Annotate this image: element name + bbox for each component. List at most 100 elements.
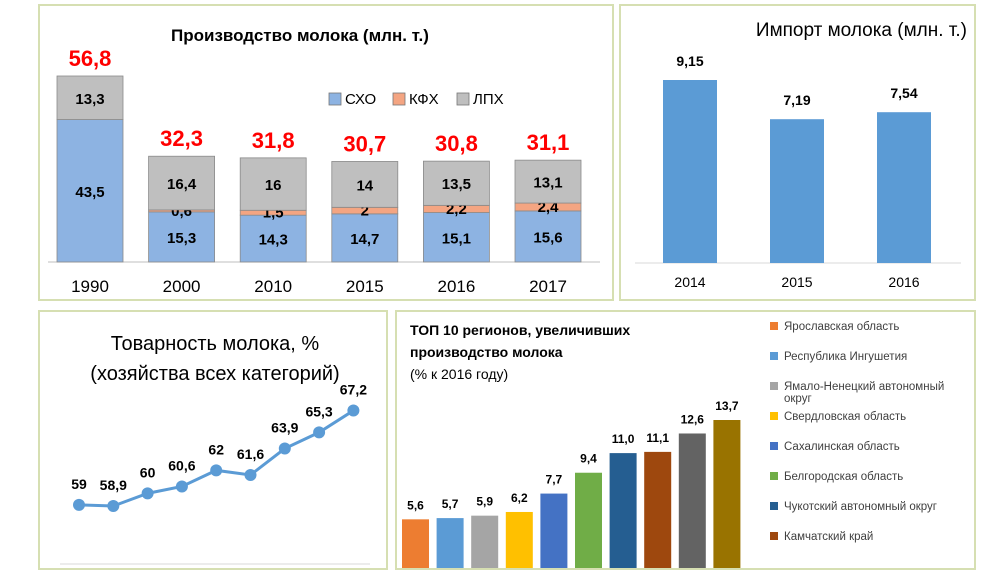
bar-label-2016-0: 15,1 xyxy=(442,230,471,247)
bar-label-2000-0: 15,3 xyxy=(167,230,196,247)
legend-swatch-3 xyxy=(770,412,778,420)
chart-title: Производство молока (млн. т.) xyxy=(171,26,429,45)
total-label-2010: 31,8 xyxy=(252,128,295,153)
bar-2014 xyxy=(663,80,717,263)
milk-production-chart-panel: Производство молока (млн. т.) СХО КФХ ЛПХ 43… xyxy=(38,4,614,301)
bar-label-0: 5,6 xyxy=(407,498,424,512)
bar-2016-2 xyxy=(422,160,490,206)
bar-region-1 xyxy=(436,518,464,568)
x-tick-2017: 2017 xyxy=(529,277,567,296)
total-label-2017: 31,1 xyxy=(527,130,570,155)
bar-label-8: 12,6 xyxy=(681,412,705,426)
total-label-1990: 56,8 xyxy=(69,46,112,71)
milk-production-chart: Производство молока (млн. т.) СХО КФХ ЛПХ 43… xyxy=(48,26,600,296)
data-label-2: 60 xyxy=(140,464,156,480)
bar-2010-0 xyxy=(239,214,307,263)
bar-label-2015: 7,19 xyxy=(783,92,810,108)
bar-label-2010-2: 16 xyxy=(265,177,282,194)
bar-region-9 xyxy=(713,420,741,568)
bar-region-3 xyxy=(505,511,533,568)
bar-region-7 xyxy=(644,451,672,568)
bar-region-8 xyxy=(678,433,706,568)
x-tick-2010: 2010 xyxy=(254,277,292,296)
data-label-6: 63,9 xyxy=(271,420,298,436)
bar-2016 xyxy=(877,112,931,263)
data-label-1: 58,9 xyxy=(100,477,127,493)
data-label-8: 67,2 xyxy=(340,382,367,398)
data-point-4 xyxy=(210,464,223,477)
legend-swatch-1 xyxy=(392,92,406,106)
legend-swatch-1 xyxy=(770,352,778,360)
bar-label-5: 9,4 xyxy=(580,452,597,466)
data-label-4: 62 xyxy=(208,441,224,457)
legend-label-4: Сахалинская область xyxy=(784,441,900,453)
data-point-5 xyxy=(244,468,257,481)
legend-swatch-6 xyxy=(770,502,778,510)
bar-label-2015-1: 2 xyxy=(361,203,369,220)
bar-label-2: 5,9 xyxy=(476,495,493,509)
bar-label-2016-2: 13,5 xyxy=(442,176,471,193)
bar-label-1990-0: 43,5 xyxy=(75,184,104,201)
bar-region-6 xyxy=(609,453,637,568)
chart-title: Товарность молока, % xyxy=(111,333,320,355)
data-label-5: 61,6 xyxy=(237,446,264,462)
bar-label-2015-0: 14,7 xyxy=(350,231,379,248)
data-point-2 xyxy=(141,487,154,500)
milk-marketability-chart: Товарность молока, % (хозяйства всех кате… xyxy=(60,333,370,565)
legend-label-1: Республика Ингушетия xyxy=(784,351,907,363)
top-regions-chart: ТОП 10 регионов, увеличивших производство… xyxy=(402,321,944,568)
bar-region-5 xyxy=(575,472,602,568)
bar-label-2014: 9,15 xyxy=(676,53,703,69)
milk-import-chart: Импорт молока (млн. т.) 9,15 2014 7,19 2015 7… xyxy=(635,20,967,290)
bar-region-2 xyxy=(471,515,499,568)
legend-label-2: ЛПХ xyxy=(473,91,504,108)
bar-label-1: 5,7 xyxy=(442,497,459,511)
legend-label-2-line2: округ xyxy=(784,393,812,405)
legend-label-0: СХО xyxy=(345,91,376,108)
legend-label-7: Камчатский край xyxy=(784,531,873,543)
bar-label-2016: 7,54 xyxy=(890,85,917,101)
legend-label-2: Ямало-Ненецкий автономный xyxy=(784,381,944,393)
bar-label-3: 6,2 xyxy=(511,491,528,505)
legend-label-1: КФХ xyxy=(409,91,439,108)
data-point-6 xyxy=(278,442,291,455)
bar-2015 xyxy=(770,119,824,263)
legend-swatch-2 xyxy=(456,92,470,106)
data-point-8 xyxy=(347,404,360,417)
bar-label-2017-2: 13,1 xyxy=(533,175,562,192)
legend-swatch-2 xyxy=(770,382,778,390)
x-tick-2015: 2015 xyxy=(781,274,812,290)
bar-1990-0 xyxy=(56,119,124,263)
legend-swatch-5 xyxy=(770,472,778,480)
total-label-2016: 30,8 xyxy=(435,131,478,156)
bar-2016-0 xyxy=(422,212,490,263)
legend-label-0: Ярославская область xyxy=(784,321,899,333)
x-tick-1990: 1990 xyxy=(71,277,109,296)
bar-region-4 xyxy=(540,493,568,568)
bar-label-2017-0: 15,6 xyxy=(533,229,562,246)
bar-label-2015-2: 14 xyxy=(356,177,373,194)
legend-swatch-0 xyxy=(328,92,342,106)
data-point-7 xyxy=(313,426,326,439)
total-label-2015: 30,7 xyxy=(343,131,386,156)
legend-label-5: Белгородская область xyxy=(784,471,903,483)
chart-subtitle: (хозяйства всех категорий) xyxy=(90,363,339,385)
x-tick-2014: 2014 xyxy=(674,274,705,290)
legend-label-6: Чукотский автономный округ xyxy=(784,501,937,513)
bar-label-2000-2: 16,4 xyxy=(167,176,197,193)
data-point-3 xyxy=(175,480,188,493)
bar-2000-2 xyxy=(148,155,215,211)
bar-label-7: 11,1 xyxy=(646,431,669,445)
bar-label-1990-2: 13,3 xyxy=(75,91,104,108)
top-regions-chart-panel: ТОП 10 регионов, увеличивших производство… xyxy=(395,310,976,570)
bar-label-2010-0: 14,3 xyxy=(259,232,288,249)
legend-swatch-0 xyxy=(770,322,778,330)
bar-2015-0 xyxy=(331,213,399,263)
x-tick-2016: 2016 xyxy=(888,274,919,290)
total-label-2000: 32,3 xyxy=(160,126,203,151)
data-point-1 xyxy=(107,500,120,512)
data-label-7: 65,3 xyxy=(305,403,332,419)
milk-marketability-chart-panel: Товарность молока, % (хозяйства всех кате… xyxy=(38,310,388,570)
data-point-0 xyxy=(73,498,85,511)
bar-label-9: 13,7 xyxy=(715,399,739,413)
